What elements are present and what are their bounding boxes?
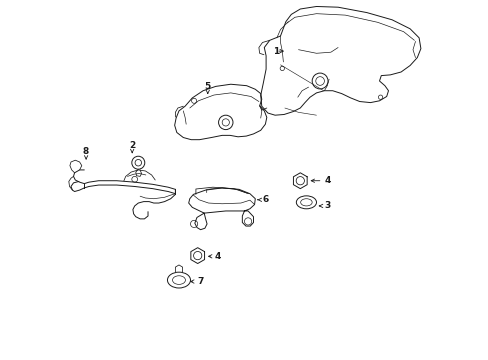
Text: 2: 2	[129, 141, 135, 150]
Text: 4: 4	[215, 252, 221, 261]
Text: 6: 6	[262, 195, 268, 204]
Text: 8: 8	[83, 148, 89, 156]
Text: 7: 7	[197, 277, 203, 286]
Text: 4: 4	[324, 176, 330, 185]
Text: 1: 1	[272, 46, 279, 55]
Text: 5: 5	[204, 82, 210, 91]
Text: 3: 3	[324, 202, 330, 210]
